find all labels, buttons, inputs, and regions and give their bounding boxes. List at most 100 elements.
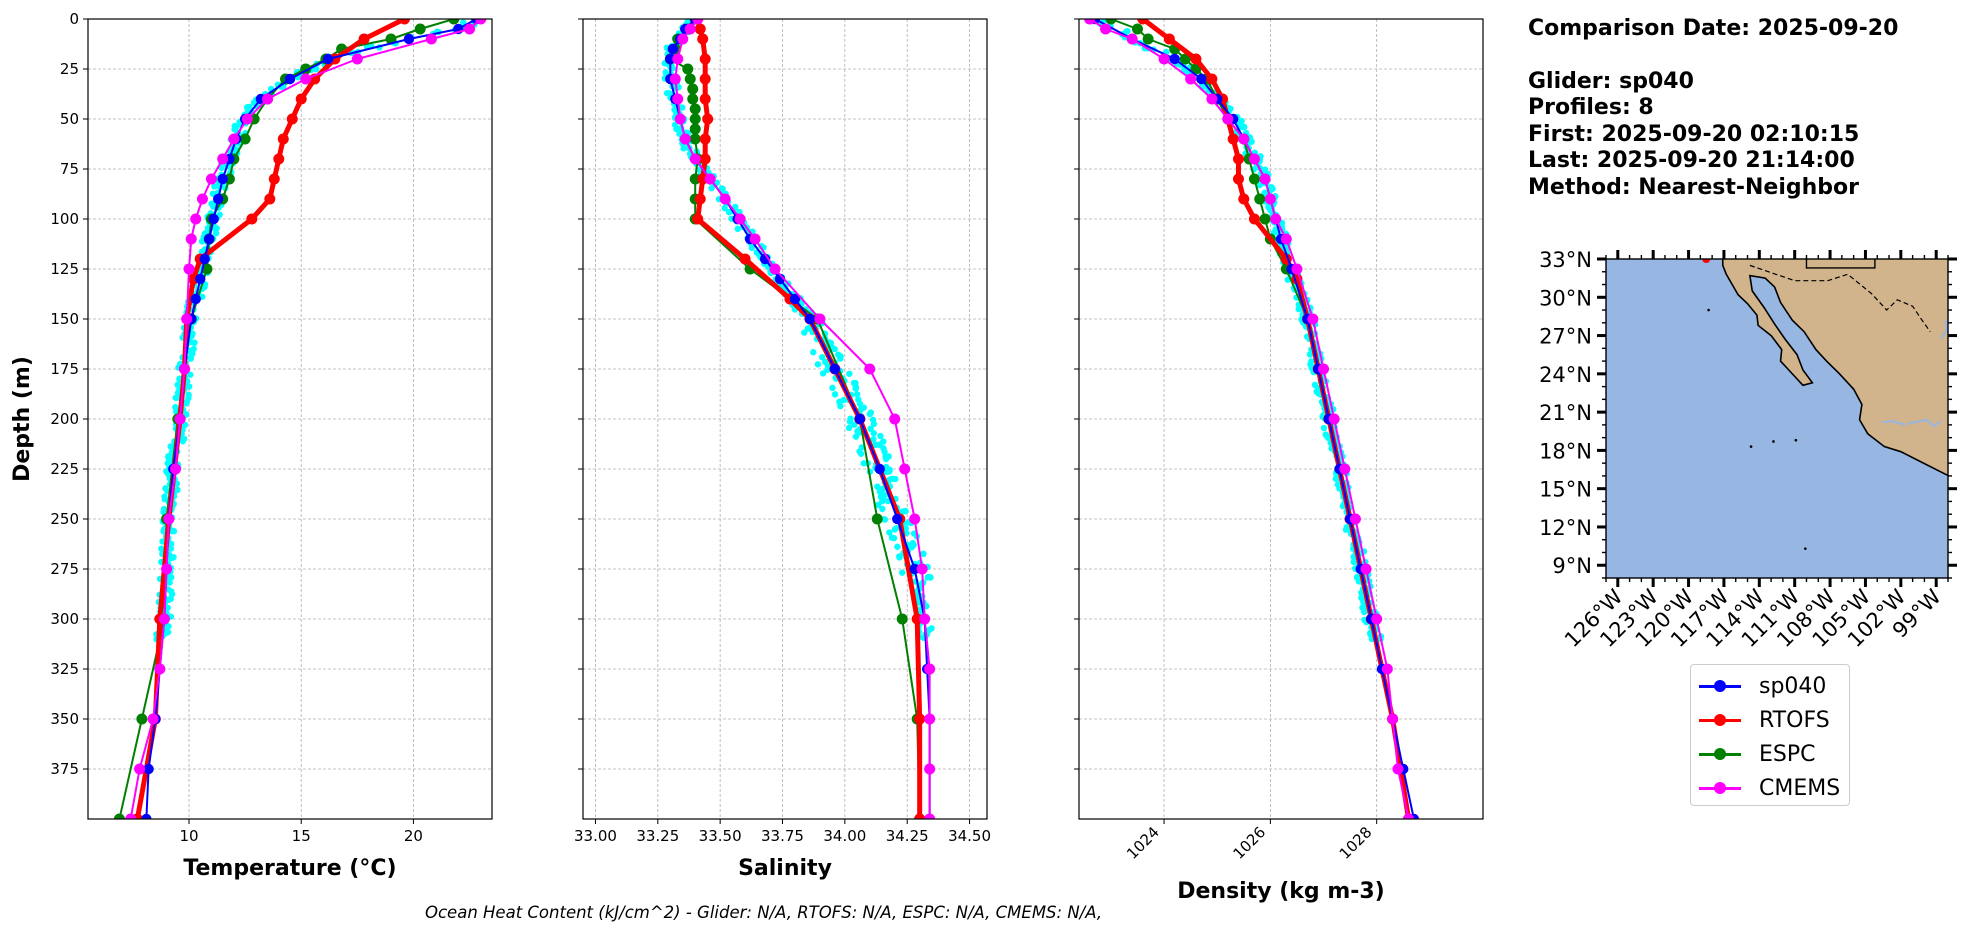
observation-point [164, 629, 172, 636]
legend-item-sp040: sp040 [1691, 671, 1849, 705]
plot-area [113, 19, 487, 819]
legend-label: ESPC [1759, 742, 1816, 767]
location-map: 33°N30°N27°N24°N21°N18°N15°N12°N9°N126°W… [1539, 248, 1957, 652]
series-cmems [669, 19, 936, 819]
data-point-cmems [425, 33, 437, 45]
y-tick-label: 25 [60, 60, 79, 78]
y-tick-label: 50 [60, 110, 79, 128]
data-point-sp040 [204, 233, 215, 245]
data-point-cmems [674, 113, 686, 125]
data-point-cmems [679, 133, 691, 145]
method: Method: Nearest-Neighbor [1528, 174, 1859, 200]
data-point-cmems [1084, 19, 1096, 25]
data-point-espc [1105, 19, 1117, 25]
data-point-cmems [689, 153, 701, 165]
data-point-cmems [217, 153, 229, 165]
data-point-rtofs [699, 153, 711, 165]
observation-point [684, 19, 691, 25]
observation-point [168, 588, 175, 595]
data-point-espc [689, 133, 701, 145]
observation-point [853, 391, 861, 398]
data-point-espc [201, 263, 213, 275]
observation-point [920, 550, 927, 558]
data-point-espc [689, 123, 701, 135]
data-point-sp040 [892, 513, 903, 525]
data-point-cmems [889, 413, 901, 425]
observation-point [837, 355, 844, 362]
observation-point [874, 483, 881, 490]
y-axis-label: Depth (m) [10, 356, 35, 482]
data-point-sp040 [789, 293, 801, 305]
data-point-rtofs [277, 133, 289, 145]
observation-point [877, 432, 884, 440]
data-point-cmems [677, 33, 689, 45]
data-point-cmems [769, 263, 781, 275]
island [1804, 547, 1807, 550]
x-tick-label: 34.00 [823, 827, 866, 845]
data-point-rtofs [1206, 73, 1218, 85]
data-point-cmems [1339, 463, 1351, 475]
data-point-rtofs [699, 53, 711, 65]
observation-point [856, 448, 863, 455]
data-point-cmems [163, 513, 175, 525]
observation-point [899, 569, 906, 576]
lat-tick-label: 24°N [1539, 363, 1592, 387]
data-point-cmems [909, 513, 921, 525]
data-point-cmems [1259, 173, 1271, 185]
observation-point [1238, 117, 1245, 125]
data-point-sp040 [322, 53, 334, 65]
data-point-rtofs [398, 19, 410, 25]
x-axis-label: Density (kg m-3) [1177, 879, 1385, 904]
data-point-rtofs [694, 193, 706, 205]
data-point-sp040 [208, 213, 219, 225]
data-point-rtofs [268, 173, 280, 185]
observation-point [801, 329, 808, 336]
series-line-sp040 [669, 19, 931, 819]
observation-point [804, 325, 812, 332]
data-point-cmems [475, 19, 487, 25]
observation-point [191, 339, 198, 346]
observation-point [879, 498, 886, 505]
data-point-espc [684, 73, 696, 85]
observation-point [734, 225, 741, 233]
data-point-cmems [179, 363, 191, 375]
island [1772, 440, 1775, 443]
data-point-cmems [919, 613, 931, 625]
observation-point [831, 345, 838, 353]
lake [1881, 420, 1906, 426]
observation-point [185, 383, 193, 390]
observation-point [829, 384, 836, 392]
observation-point [866, 410, 874, 418]
data-point-rtofs [694, 23, 706, 35]
data-point-cmems [916, 563, 928, 575]
observation-point [719, 185, 726, 193]
data-point-rtofs [1227, 133, 1239, 145]
legend-marker-sp040 [1714, 680, 1726, 692]
data-point-cmems [899, 463, 911, 475]
island [1794, 438, 1798, 442]
y-tick-label: 125 [50, 260, 79, 278]
data-point-rtofs [699, 73, 711, 85]
data-point-rtofs [273, 153, 285, 165]
lat-tick-label: 9°N [1552, 554, 1592, 578]
data-point-cmems [262, 93, 274, 105]
y-tick-label: 325 [50, 660, 79, 678]
data-point-espc [1142, 33, 1154, 45]
lake [1907, 418, 1942, 428]
observation-point [164, 604, 171, 611]
comparison-date: Comparison Date: 2025-09-20 [1528, 16, 1899, 41]
info-box: Comparison Date: 2025-09-20 Glider: sp04… [1528, 16, 1898, 201]
data-point-cmems [1318, 363, 1330, 375]
y-tick-label: 150 [50, 310, 79, 328]
data-point-rtofs [358, 33, 370, 45]
data-point-cmems [1270, 213, 1282, 225]
data-point-rtofs [286, 113, 298, 125]
data-point-cmems [1126, 33, 1138, 45]
data-point-sp040 [804, 313, 816, 325]
data-point-cmems [174, 413, 186, 425]
data-point-rtofs [1163, 33, 1175, 45]
data-point-rtofs [264, 193, 276, 205]
x-tick-label: 1024 [1123, 823, 1163, 863]
observation-point [874, 501, 882, 509]
data-point-sp040 [190, 293, 201, 305]
